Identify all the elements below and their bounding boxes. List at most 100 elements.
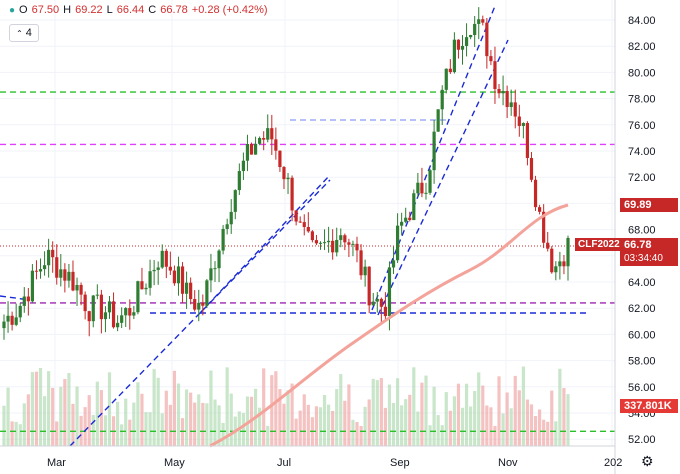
volume-bar xyxy=(67,373,71,446)
volume-value-tag: 337.801K xyxy=(620,399,678,413)
volume-bar xyxy=(298,410,302,446)
candle-body xyxy=(400,221,404,226)
volume-bar xyxy=(448,410,452,446)
volume-bar xyxy=(144,412,148,446)
candle-body xyxy=(229,211,233,225)
candle-body xyxy=(440,89,444,110)
volume-bar xyxy=(347,384,351,446)
volume-bar xyxy=(75,386,79,446)
volume-bar xyxy=(509,408,513,446)
candle-body xyxy=(245,144,250,161)
candle-body xyxy=(79,284,83,295)
candle-body xyxy=(55,257,59,278)
volume-bar xyxy=(10,421,14,446)
volume-bar xyxy=(229,393,233,446)
chevron-up-icon: ⌃ xyxy=(16,28,23,38)
volume-bar xyxy=(294,418,298,446)
volume-bar xyxy=(164,390,168,446)
candle-body xyxy=(22,296,26,306)
volume-bar xyxy=(42,396,47,446)
y-tick-label: 60.00 xyxy=(628,329,656,341)
volume-bar xyxy=(351,419,355,446)
candle-body xyxy=(456,39,461,50)
candle-body xyxy=(262,138,266,140)
candle-body xyxy=(343,235,347,243)
candle-body xyxy=(30,270,35,302)
candle-body xyxy=(38,269,43,272)
candle-body xyxy=(258,138,262,144)
volume-bar xyxy=(566,394,570,446)
volume-bar xyxy=(440,425,444,446)
candle-body xyxy=(481,19,485,23)
candle-body xyxy=(383,306,388,317)
candle-body xyxy=(314,240,319,244)
volume-bar xyxy=(152,369,156,446)
volume-bar xyxy=(558,368,562,446)
candle-body xyxy=(436,109,440,132)
candle-body xyxy=(310,231,314,241)
y-tick-label: 84.00 xyxy=(628,15,656,27)
candle-body xyxy=(282,167,286,180)
candle-body xyxy=(509,102,513,108)
candle-body xyxy=(533,179,538,208)
symbol-label: CLF2022 xyxy=(578,239,620,250)
candle-body xyxy=(213,268,217,270)
volume-bar xyxy=(404,399,408,446)
candle-body xyxy=(448,68,452,73)
y-tick-label: 52.00 xyxy=(628,434,656,446)
volume-bar xyxy=(513,375,517,446)
volume-bar xyxy=(278,389,282,446)
candle-body xyxy=(428,170,432,193)
candle-body xyxy=(124,308,128,316)
volume-bar xyxy=(128,419,132,446)
candle-body xyxy=(253,143,258,155)
x-tick-label: 202 xyxy=(604,457,622,469)
candle-body xyxy=(87,311,91,322)
volume-bar xyxy=(436,415,440,446)
countdown-timer: 03:34:40 xyxy=(624,253,663,264)
volume-bar xyxy=(22,403,26,446)
candle-body xyxy=(542,211,546,243)
volume-bar xyxy=(47,371,51,446)
volume-bar xyxy=(562,388,566,446)
volume-bar xyxy=(241,413,245,446)
candle-body xyxy=(10,315,14,325)
candle-body xyxy=(432,131,436,171)
candle-body xyxy=(322,242,327,244)
volume-bar xyxy=(136,382,140,446)
candle-body xyxy=(6,315,10,322)
candle-body xyxy=(452,39,456,73)
volume-bar xyxy=(2,405,6,446)
candle-body xyxy=(424,192,428,194)
candle-body xyxy=(302,222,306,227)
volume-bar xyxy=(245,396,250,446)
candle-body xyxy=(391,260,396,268)
x-tick-label: May xyxy=(164,457,185,469)
candle-body xyxy=(193,299,197,310)
volume-bar xyxy=(481,385,485,446)
candle-body xyxy=(335,239,339,253)
volume-bar xyxy=(209,370,213,446)
low-label: L xyxy=(106,4,113,16)
volume-bar xyxy=(505,392,509,446)
y-tick-label: 64.00 xyxy=(628,277,656,289)
candle-body xyxy=(140,281,144,290)
candle-body xyxy=(355,243,359,251)
candle-body xyxy=(566,237,570,267)
volume-bar xyxy=(180,418,185,446)
y-tick-label: 82.00 xyxy=(628,41,656,53)
gear-icon[interactable]: ⚙ xyxy=(641,453,654,469)
candle-body xyxy=(497,88,501,94)
low-value: 66.44 xyxy=(116,4,145,16)
y-tick-label: 62.00 xyxy=(628,303,656,315)
candle-body xyxy=(2,321,6,329)
volume-bar xyxy=(302,394,306,446)
candle-body xyxy=(205,280,209,306)
candle-body xyxy=(537,207,542,212)
candle-body xyxy=(408,217,412,221)
candle-body xyxy=(473,23,477,36)
candle-body xyxy=(339,235,343,240)
volume-bar xyxy=(286,390,290,446)
indicators-toggle-button[interactable]: ⌃ 4 xyxy=(9,24,39,42)
